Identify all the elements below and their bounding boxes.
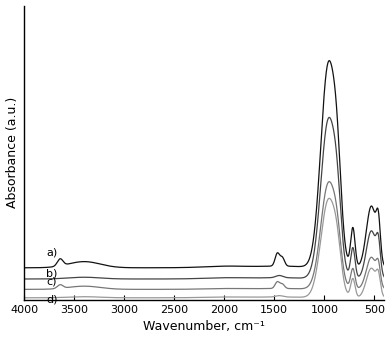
Text: a): a) (46, 247, 57, 257)
Text: b): b) (46, 269, 58, 279)
Y-axis label: Absorbance (a.u.): Absorbance (a.u.) (5, 97, 18, 208)
Text: d): d) (46, 294, 58, 304)
Text: c): c) (46, 277, 56, 286)
X-axis label: Wavenumber, cm⁻¹: Wavenumber, cm⁻¹ (143, 320, 265, 334)
